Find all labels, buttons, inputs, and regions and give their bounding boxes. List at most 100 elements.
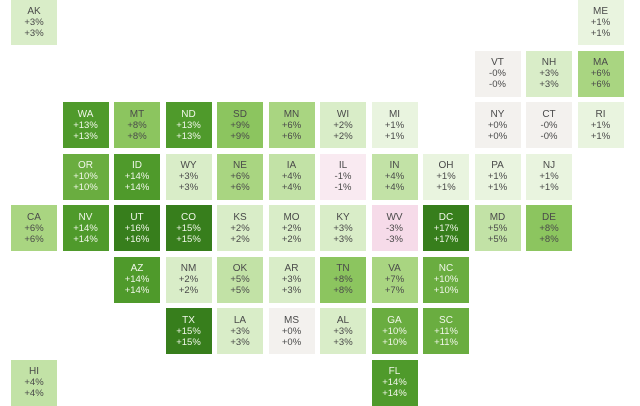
state-value-top: +10%	[382, 325, 407, 337]
state-value-bottom: +6%	[230, 182, 250, 193]
state-value-top: +6%	[230, 171, 250, 182]
state-value-bottom: +15%	[176, 233, 201, 245]
state-value-top: +6%	[590, 68, 611, 79]
state-value-bottom: +14%	[124, 182, 150, 193]
state-abbr-label: WY	[180, 160, 197, 171]
state-abbr-label: MA	[593, 57, 608, 68]
state-value-top: +8%	[539, 222, 559, 234]
state-tile-sd: SD +9% +9%	[217, 102, 263, 148]
state-value-bottom: +10%	[73, 182, 98, 193]
state-value-bottom: +5%	[487, 233, 508, 245]
state-value-bottom: +14%	[73, 233, 98, 245]
state-value-top: +3%	[178, 171, 199, 182]
state-abbr-label: CA	[27, 211, 41, 223]
state-value-bottom: -1%	[334, 182, 352, 193]
state-abbr-label: TN	[336, 263, 350, 274]
state-tile-tx: TX +15% +15%	[165, 308, 212, 354]
state-tile-sc: SC +11% +11%	[423, 308, 469, 354]
state-tile-mt: MT +8% +8%	[114, 102, 160, 148]
state-value-top: +1%	[539, 171, 559, 182]
state-tile-wi: WI +2% +2%	[320, 102, 366, 148]
state-value-bottom: +2%	[333, 130, 353, 142]
state-value-top: +1%	[590, 16, 611, 28]
state-value-bottom: -0%	[489, 79, 506, 90]
state-abbr-label: WA	[77, 108, 94, 120]
state-tile-ma: MA +6% +6%	[577, 50, 624, 97]
state-value-bottom: +2%	[230, 233, 250, 245]
state-abbr-label: MI	[388, 108, 401, 120]
state-tile-nm: NM +2% +2%	[165, 256, 212, 303]
state-value-top: +3%	[333, 222, 353, 234]
state-value-bottom: +17%	[433, 233, 459, 245]
state-value-bottom: -0%	[540, 130, 558, 142]
state-value-top: +8%	[333, 274, 353, 285]
state-abbr-label: NC	[438, 263, 454, 274]
state-abbr-label: KS	[233, 211, 247, 223]
state-value-bottom: +3%	[333, 233, 353, 245]
state-value-bottom: +6%	[24, 233, 44, 245]
state-abbr-label: MD	[489, 211, 506, 223]
state-abbr-label: NE	[233, 160, 247, 171]
state-value-top: +16%	[124, 222, 150, 234]
state-value-bottom: +1%	[436, 182, 456, 193]
state-value-bottom: +2%	[178, 285, 199, 296]
state-tile-az: AZ +14% +14%	[114, 256, 160, 303]
state-value-bottom: +4%	[281, 182, 302, 193]
state-value-bottom: +0%	[281, 336, 302, 348]
state-value-top: +3%	[333, 325, 353, 337]
state-tile-co: CO +15% +15%	[165, 205, 212, 251]
state-abbr-label: PA	[491, 160, 504, 171]
state-tile-me: ME +1% +1%	[577, 0, 624, 45]
state-value-bottom: +2%	[281, 233, 302, 245]
state-value-top: +2%	[230, 222, 250, 234]
state-abbr-label: OR	[78, 160, 93, 171]
state-value-bottom: +10%	[433, 285, 459, 296]
state-abbr-label: TX	[182, 314, 195, 326]
state-value-bottom: +13%	[73, 130, 98, 142]
state-tile-al: AL +3% +3%	[320, 308, 366, 354]
state-abbr-label: IL	[338, 160, 348, 171]
state-value-top: +1%	[384, 119, 405, 131]
state-value-top: +4%	[24, 377, 44, 388]
state-tile-or: OR +10% +10%	[62, 153, 109, 200]
state-tile-ga: GA +10% +10%	[371, 308, 418, 354]
state-abbr-label: AR	[284, 263, 299, 274]
state-tile-tn: TN +8% +8%	[320, 256, 366, 303]
state-tile-nj: NJ +1% +1%	[526, 153, 572, 200]
state-tile-pa: PA +1% +1%	[474, 153, 521, 200]
state-value-bottom: +3%	[539, 79, 559, 90]
state-value-bottom: +8%	[539, 233, 559, 245]
state-value-top: +14%	[124, 274, 150, 285]
state-abbr-label: NM	[180, 263, 197, 274]
state-tile-wa: WA +13% +13%	[62, 102, 109, 148]
state-tile-ar: AR +3% +3%	[268, 256, 315, 303]
state-tile-in: IN +4% +4%	[371, 153, 418, 200]
state-abbr-label: OK	[232, 263, 248, 274]
state-tile-hi: HI +4% +4%	[11, 359, 57, 406]
state-tile-ct: CT -0% -0%	[526, 102, 572, 148]
state-abbr-label: RI	[595, 108, 606, 120]
state-abbr-label: SD	[233, 108, 247, 120]
state-value-top: +11%	[434, 325, 458, 337]
state-value-top: +3%	[539, 68, 559, 79]
state-tile-de: DE +8% +8%	[526, 205, 572, 251]
state-tile-mo: MO +2% +2%	[268, 205, 315, 251]
state-value-top: +0%	[281, 325, 302, 337]
state-tile-mn: MN +6% +6%	[268, 102, 315, 148]
state-tile-nd: ND +13% +13%	[165, 102, 212, 148]
state-abbr-label: AZ	[130, 263, 144, 274]
state-value-bottom: +3%	[24, 27, 44, 39]
state-value-bottom: +0%	[487, 130, 508, 142]
state-value-top: +7%	[384, 274, 405, 285]
state-abbr-label: CT	[542, 108, 556, 120]
state-value-bottom: +4%	[384, 182, 405, 193]
state-value-top: -0%	[489, 68, 506, 79]
state-tile-ri: RI +1% +1%	[577, 102, 624, 148]
state-tile-ky: KY +3% +3%	[320, 205, 366, 251]
state-abbr-label: NY	[490, 108, 505, 120]
state-value-top: -0%	[540, 119, 558, 131]
state-tile-wv: WV -3% -3%	[371, 205, 418, 251]
state-abbr-label: GA	[387, 314, 402, 326]
state-value-top: +10%	[433, 274, 459, 285]
state-value-top: +2%	[333, 119, 353, 131]
